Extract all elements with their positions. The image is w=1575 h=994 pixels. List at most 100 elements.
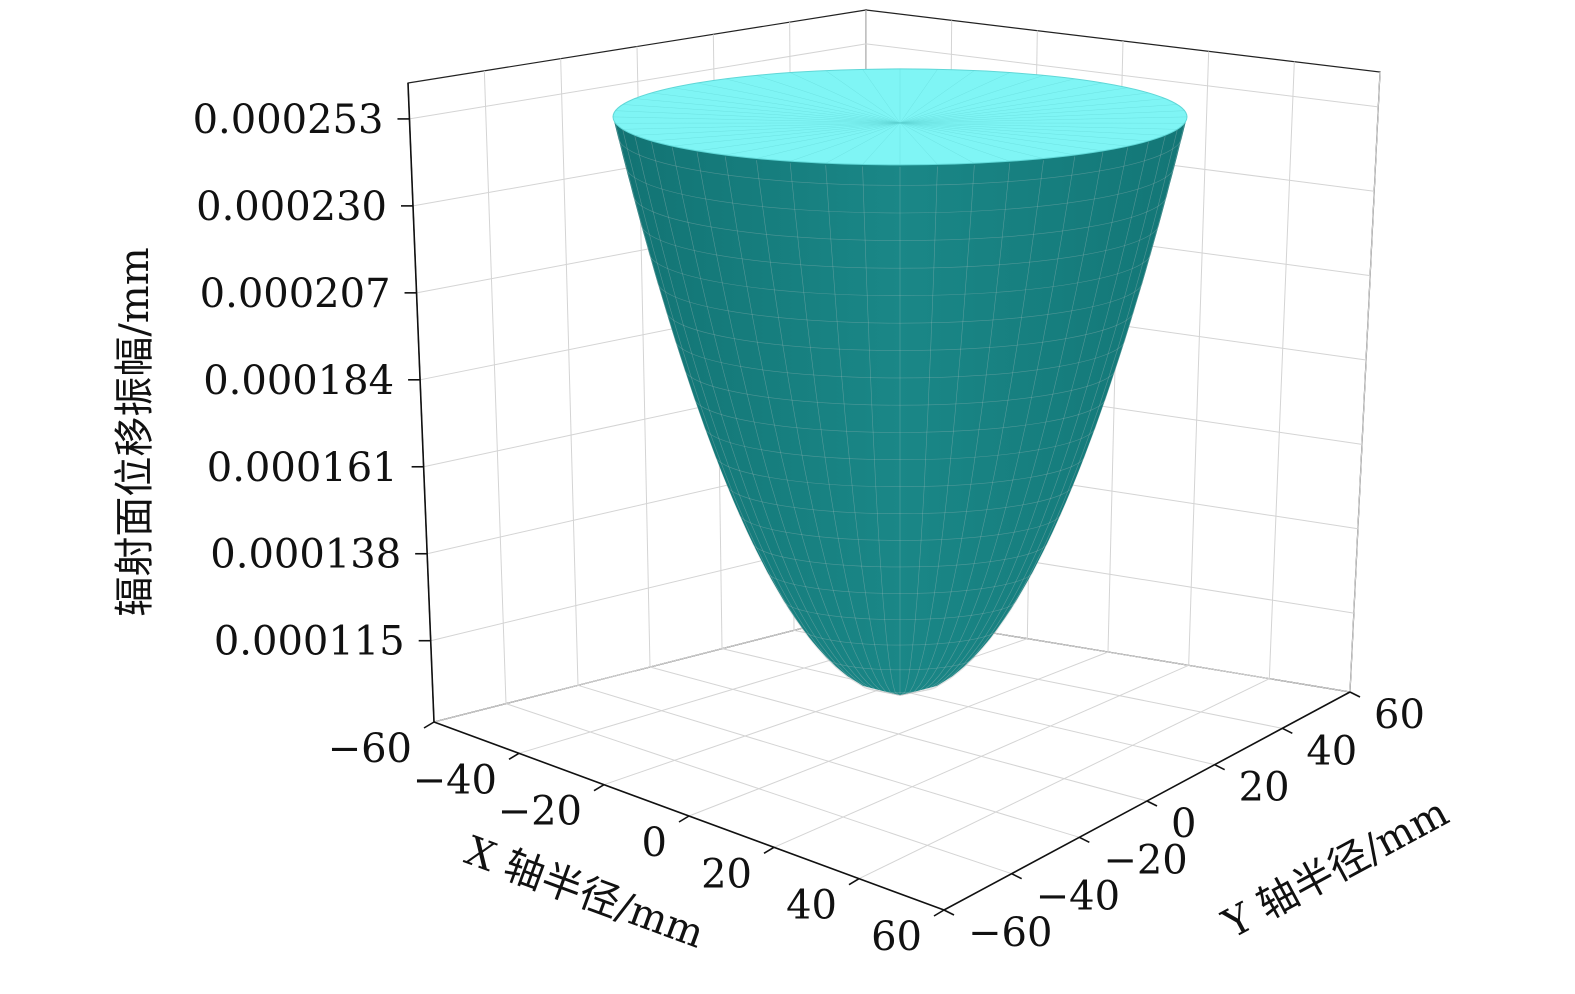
rim-mesh-line (862, 122, 901, 165)
mesh-parallel (674, 338, 1126, 379)
mesh-parallel (703, 425, 1097, 460)
y-tick (1214, 763, 1226, 771)
mesh-meridian (899, 129, 1178, 696)
grid-line-vertical-right (1188, 51, 1210, 666)
x-tick (848, 877, 860, 886)
mesh-meridian (756, 160, 901, 696)
z-tick-label: 0.000115 (214, 619, 405, 665)
rim-mesh-line (899, 110, 1185, 124)
y-tick-label: 60 (1374, 692, 1425, 738)
rim-mesh-line (899, 104, 1178, 124)
y-tick-label: −20 (1103, 837, 1187, 883)
mesh-meridian (899, 123, 1185, 696)
mesh-parallel (632, 194, 1168, 241)
mesh-meridian (672, 147, 901, 696)
x-tick-label: 40 (786, 883, 837, 929)
surface-mesh (615, 123, 1185, 696)
mesh-parallel (766, 570, 1034, 594)
y-tick-label: 0 (1171, 801, 1196, 847)
z-tick-label: 0.000184 (203, 358, 394, 404)
mesh-parallel (714, 454, 1086, 487)
floor-grid-line-y (577, 684, 1080, 838)
x-tick (508, 752, 520, 761)
mesh-meridian (634, 136, 901, 696)
mesh-parallel (624, 165, 1176, 214)
z-tick-label: 0.000230 (196, 184, 387, 230)
y-tick-label: −40 (1036, 874, 1120, 920)
z-tick-label: 0.000253 (193, 97, 384, 143)
mesh-parallel (693, 396, 1107, 433)
y-tick (1349, 691, 1361, 698)
rim-mesh-line (899, 122, 1166, 136)
x-tick-label: −60 (328, 726, 412, 772)
y-tick-label: 20 (1239, 765, 1290, 811)
mesh-parallel (751, 541, 1049, 568)
mesh-parallel (656, 280, 1144, 324)
mesh-meridian (899, 152, 1104, 696)
rim-mesh-line (899, 87, 1128, 124)
y-tick-label: −60 (968, 910, 1052, 956)
rim-mesh-line (899, 82, 1103, 124)
rim-mesh-line (899, 72, 1010, 124)
mesh-meridian (899, 165, 975, 696)
mesh-parallel (725, 483, 1075, 514)
x-tick-label: −20 (498, 789, 582, 835)
rim-mesh-line (899, 122, 1128, 147)
rim-mesh-line (825, 70, 901, 124)
x-tick-label: −40 (413, 757, 497, 803)
rim-mesh-line (825, 122, 901, 164)
rim-mesh-line (756, 122, 901, 159)
rim-mesh-line (899, 122, 938, 165)
rim-mesh-line (790, 72, 901, 124)
rim-mesh-line (899, 122, 1010, 162)
rim-mesh-line (899, 70, 975, 124)
mesh-parallel (665, 309, 1135, 351)
grid-line-vertical-left (483, 70, 507, 704)
rim-mesh-line (756, 75, 901, 124)
x-tick (593, 783, 605, 792)
rim-mesh-line (634, 98, 901, 124)
rim-mesh-line (899, 122, 1075, 156)
z-axis-line (407, 82, 435, 723)
mesh-meridian (615, 123, 901, 696)
rim-mesh-line (634, 122, 901, 136)
rim-mesh-line (651, 122, 901, 142)
grid-line-vertical-right (1268, 61, 1295, 679)
rim-mesh-line (899, 122, 1044, 159)
mesh-parallel (782, 599, 1018, 620)
mesh-parallel (801, 627, 999, 646)
rim-mesh-line (862, 69, 901, 124)
y-tick-label: 40 (1306, 728, 1357, 774)
mesh-meridian (899, 147, 1128, 696)
x-tick (763, 846, 775, 855)
rim-mesh-line (725, 122, 901, 156)
z-tick-label: 0.000161 (207, 445, 398, 491)
x-tick (933, 909, 945, 917)
mesh-meridian (651, 141, 901, 696)
y-tick (943, 909, 955, 916)
rim-mesh-line (672, 87, 901, 124)
mesh-parallel (825, 656, 975, 671)
mesh-meridian (825, 165, 901, 696)
rim-mesh-line (899, 69, 938, 124)
y-axis-label: Y 轴半径/mm (1215, 789, 1456, 948)
y-tick (1281, 727, 1293, 735)
mesh-parallel (648, 251, 1152, 296)
z-tick-label: 0.000138 (210, 532, 401, 578)
x-tick (678, 815, 690, 823)
grid-line-vertical-left (560, 58, 579, 686)
rim-mesh-line (899, 98, 1166, 124)
rim-mesh-line (899, 122, 1178, 130)
mesh-meridian (899, 136, 1166, 696)
mesh-parallel (617, 136, 1183, 186)
surface (612, 68, 1188, 698)
mesh-meridian (696, 152, 901, 696)
y-tick (1078, 836, 1090, 844)
rim-mesh-line (899, 122, 975, 164)
floor-grid-line-y (649, 666, 1148, 802)
mesh-meridian (725, 156, 901, 696)
mesh-meridian (899, 160, 1044, 696)
rim-mesh-line (790, 122, 901, 162)
rim-mesh-line (612, 116, 901, 124)
